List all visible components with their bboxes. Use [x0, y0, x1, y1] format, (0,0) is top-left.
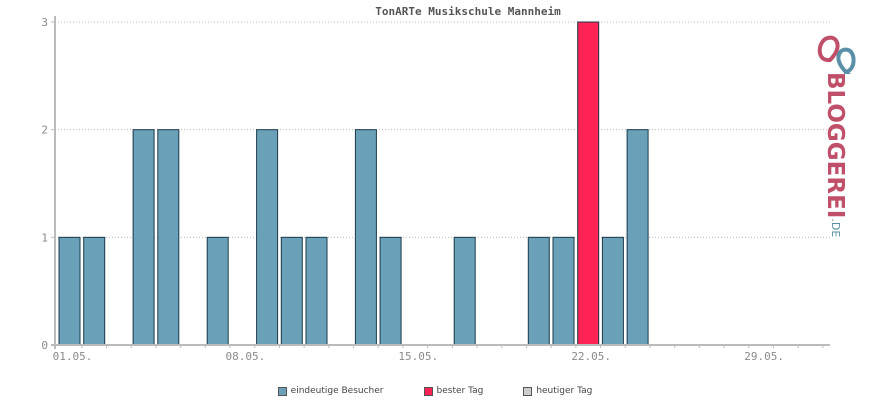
legend-swatch-best-day: [423, 386, 433, 396]
x-tick-label: 29.05.: [744, 350, 784, 363]
bloggerei-logo-text: BLOGGEREI.DE: [822, 72, 848, 237]
legend-item-best-day: bester Tag: [423, 386, 484, 396]
y-tick-label: 2: [41, 124, 48, 137]
bar: [552, 236, 575, 346]
x-axis-ticks: 01.05. 08.05. 15.05. 22.05. 29.05.: [53, 345, 824, 363]
bar: [206, 236, 229, 346]
bloggerei-logo-icon: [810, 18, 870, 218]
x-tick-label: 15.05.: [398, 350, 438, 363]
legend-item-visitors: eindeutige Besucher: [277, 386, 384, 396]
bar: [58, 236, 81, 346]
bars: [58, 21, 649, 346]
y-tick-label: 1: [41, 231, 48, 244]
bar: [305, 236, 328, 346]
bar: [354, 129, 377, 346]
y-axis-ticks: 0 1 2 3: [41, 16, 55, 352]
bar: [527, 236, 550, 346]
legend-label-best-day: bester Tag: [436, 386, 484, 396]
bar: [256, 129, 279, 346]
grid-lines: [55, 21, 830, 238]
bar: [83, 236, 106, 346]
logo-suffix: .DE: [829, 218, 842, 238]
bar: [379, 236, 402, 346]
legend: eindeutige Besucher bester Tag heutiger …: [0, 386, 870, 396]
legend-swatch-visitors: [277, 386, 287, 396]
y-tick-label: 3: [41, 16, 48, 29]
legend-label-visitors: eindeutige Besucher: [290, 386, 384, 396]
x-tick-label: 08.05.: [226, 350, 266, 363]
bar-best-day: [577, 21, 600, 346]
y-tick-label: 0: [41, 339, 48, 352]
bar: [453, 236, 476, 346]
bar: [157, 129, 180, 346]
chart-title: TonARTe Musikschule Mannheim: [375, 5, 561, 18]
x-tick-label: 01.05.: [53, 350, 93, 363]
legend-swatch-today: [523, 386, 533, 396]
logo-main: BLOGGEREI: [822, 72, 848, 219]
bar: [601, 236, 624, 346]
legend-label-today: heutiger Tag: [536, 386, 593, 396]
legend-item-today: heutiger Tag: [523, 386, 592, 396]
x-tick-label: 22.05.: [571, 350, 611, 363]
bar: [280, 236, 303, 346]
bar: [626, 129, 649, 346]
bar: [132, 129, 155, 346]
